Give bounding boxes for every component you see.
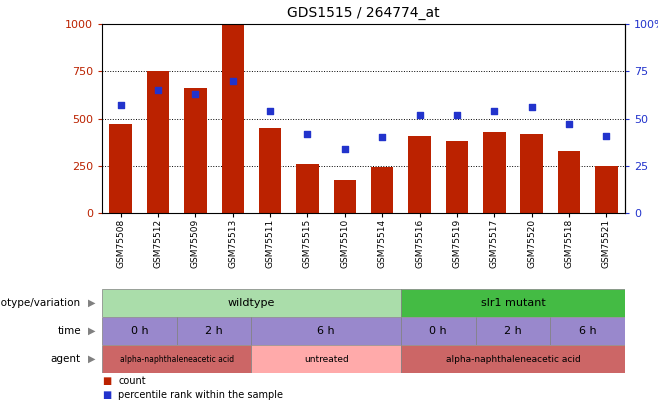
Bar bbox=[409, 136, 431, 213]
Bar bbox=[177, 317, 251, 345]
Text: percentile rank within the sample: percentile rank within the sample bbox=[118, 390, 284, 400]
Text: 6 h: 6 h bbox=[317, 326, 335, 336]
Text: 2 h: 2 h bbox=[205, 326, 223, 336]
Text: 2 h: 2 h bbox=[504, 326, 522, 336]
Bar bbox=[222, 24, 244, 213]
Point bbox=[302, 130, 313, 137]
Text: 6 h: 6 h bbox=[579, 326, 597, 336]
Bar bbox=[550, 317, 625, 345]
Text: alpha-naphthaleneacetic acid: alpha-naphthaleneacetic acid bbox=[445, 354, 580, 364]
Text: wildtype: wildtype bbox=[228, 298, 275, 308]
Point bbox=[601, 132, 612, 139]
Bar bbox=[483, 132, 505, 213]
Point bbox=[340, 145, 350, 152]
Bar bbox=[109, 124, 132, 213]
Point bbox=[115, 102, 126, 109]
Text: time: time bbox=[57, 326, 81, 336]
Bar bbox=[334, 180, 356, 213]
Text: slr1 mutant: slr1 mutant bbox=[480, 298, 545, 308]
Point bbox=[489, 108, 499, 114]
Bar bbox=[558, 151, 580, 213]
Bar bbox=[102, 317, 177, 345]
Point bbox=[153, 87, 163, 94]
Text: untreated: untreated bbox=[304, 354, 349, 364]
Bar bbox=[401, 317, 476, 345]
Text: genotype/variation: genotype/variation bbox=[0, 298, 81, 308]
Point bbox=[564, 121, 574, 128]
Point bbox=[451, 112, 462, 118]
Point bbox=[190, 91, 201, 97]
Bar bbox=[251, 345, 401, 373]
Bar bbox=[371, 167, 393, 213]
Bar bbox=[251, 317, 401, 345]
Title: GDS1515 / 264774_at: GDS1515 / 264774_at bbox=[288, 6, 440, 21]
Bar bbox=[184, 88, 207, 213]
Bar bbox=[401, 345, 625, 373]
Text: ■: ■ bbox=[102, 390, 111, 400]
Bar bbox=[147, 71, 169, 213]
Bar bbox=[102, 345, 251, 373]
Text: ▶: ▶ bbox=[88, 298, 96, 308]
Text: 0 h: 0 h bbox=[130, 326, 148, 336]
Text: agent: agent bbox=[51, 354, 81, 364]
Point bbox=[228, 78, 238, 84]
Bar bbox=[476, 317, 550, 345]
Point bbox=[415, 112, 425, 118]
Bar bbox=[296, 164, 318, 213]
Bar bbox=[259, 128, 282, 213]
Bar bbox=[102, 289, 401, 317]
Bar bbox=[445, 141, 468, 213]
Text: 0 h: 0 h bbox=[430, 326, 447, 336]
Text: ■: ■ bbox=[102, 376, 111, 386]
Text: alpha-naphthaleneacetic acid: alpha-naphthaleneacetic acid bbox=[120, 354, 234, 364]
Text: ▶: ▶ bbox=[88, 354, 96, 364]
Bar bbox=[520, 134, 543, 213]
Point bbox=[377, 134, 388, 141]
Point bbox=[526, 104, 537, 111]
Bar bbox=[595, 166, 618, 213]
Point bbox=[265, 108, 276, 114]
Text: ▶: ▶ bbox=[88, 326, 96, 336]
Text: count: count bbox=[118, 376, 146, 386]
Bar bbox=[401, 289, 625, 317]
